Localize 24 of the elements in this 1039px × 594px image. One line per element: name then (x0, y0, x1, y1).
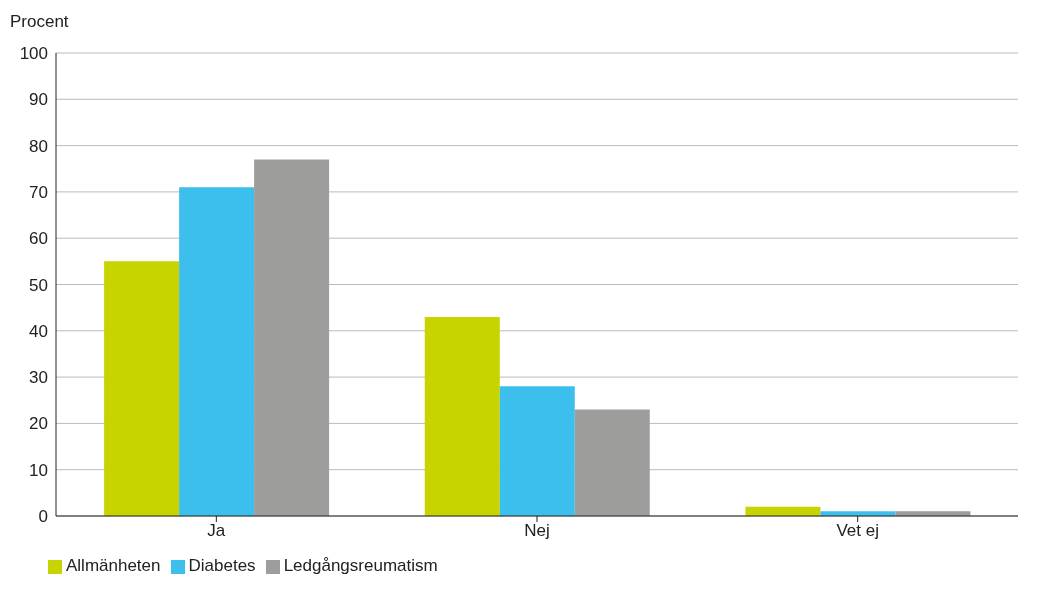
bar (254, 159, 330, 516)
bar (499, 386, 575, 516)
y-tick-label: 100 (19, 44, 48, 64)
y-tick-label: 10 (29, 460, 48, 480)
y-tick-label: 70 (29, 182, 48, 202)
y-tick-label: 80 (29, 136, 48, 156)
bar (424, 316, 500, 516)
x-tick-label: Nej (524, 521, 550, 541)
y-tick-label: 40 (29, 321, 48, 341)
y-tick-label: 20 (29, 414, 48, 434)
y-tick-label: 0 (38, 507, 48, 527)
x-tick-label: Vet ej (836, 521, 879, 541)
y-tick-label: 60 (29, 229, 48, 249)
bar (104, 261, 180, 516)
legend-label: Ledgångsreumatism (283, 556, 438, 575)
bar (179, 187, 255, 516)
x-tick-label: Ja (207, 521, 226, 541)
y-tick-label: 90 (29, 90, 48, 110)
y-tick-label: 50 (29, 275, 48, 295)
legend-label: Diabetes (188, 556, 256, 575)
y-tick-label: 30 (29, 368, 48, 388)
y-axis-title: Procent (10, 12, 69, 32)
bar (574, 409, 650, 516)
legend-label: Allmänheten (66, 556, 161, 575)
